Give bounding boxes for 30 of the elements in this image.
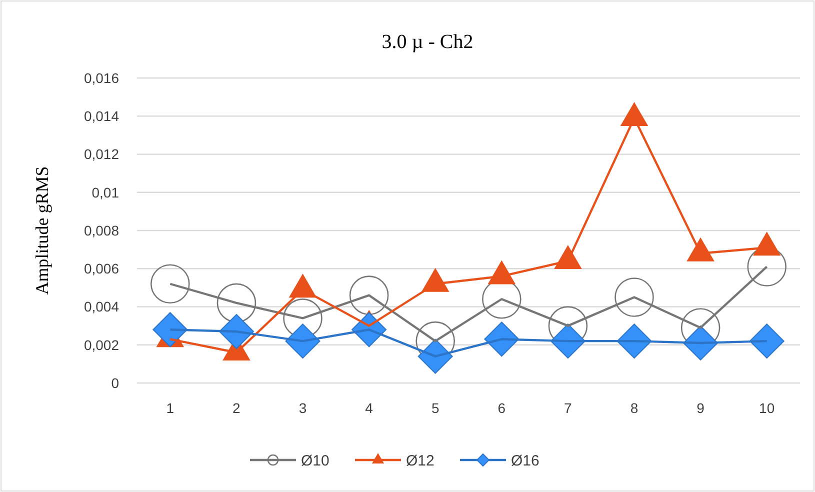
x-tick-label: 1 [166, 400, 174, 416]
x-tick-label: 7 [564, 400, 572, 416]
y-tick-label: 0,004 [84, 298, 120, 315]
y-tick-label: 0,002 [84, 336, 120, 353]
y-tick-label: 0,014 [84, 108, 120, 124]
x-tick-label: 4 [365, 400, 374, 416]
y-tick-label: 0,016 [84, 70, 120, 86]
x-tick-label: 8 [630, 400, 638, 416]
chart-title: 3.0 µ - Ch2 [382, 31, 474, 53]
point [614, 278, 654, 317]
legend-label: Ø12 [406, 452, 434, 470]
point [216, 283, 256, 323]
x-tick-label: 10 [759, 400, 775, 416]
y-tick-label: 0,012 [84, 146, 120, 162]
x-tick-label: 5 [431, 400, 440, 416]
point [349, 276, 389, 315]
x-tick-label: 2 [232, 400, 241, 416]
y-tick-label: 0 [111, 374, 120, 391]
point [749, 324, 784, 359]
legend-label: Ø10 [301, 452, 330, 470]
x-tick-label: 9 [696, 400, 705, 416]
x-tick-label: 6 [498, 400, 506, 416]
y-tick-label: 0,008 [84, 222, 120, 238]
y-axis-title: Amplitude gRMS [32, 166, 52, 295]
legend-label: Ø16 [511, 452, 540, 470]
point [152, 312, 188, 348]
point [150, 264, 190, 304]
y-tick-label: 0,01 [92, 184, 120, 200]
x-tick-label: 3 [298, 400, 307, 416]
y-tick-label: 0,006 [84, 260, 120, 277]
